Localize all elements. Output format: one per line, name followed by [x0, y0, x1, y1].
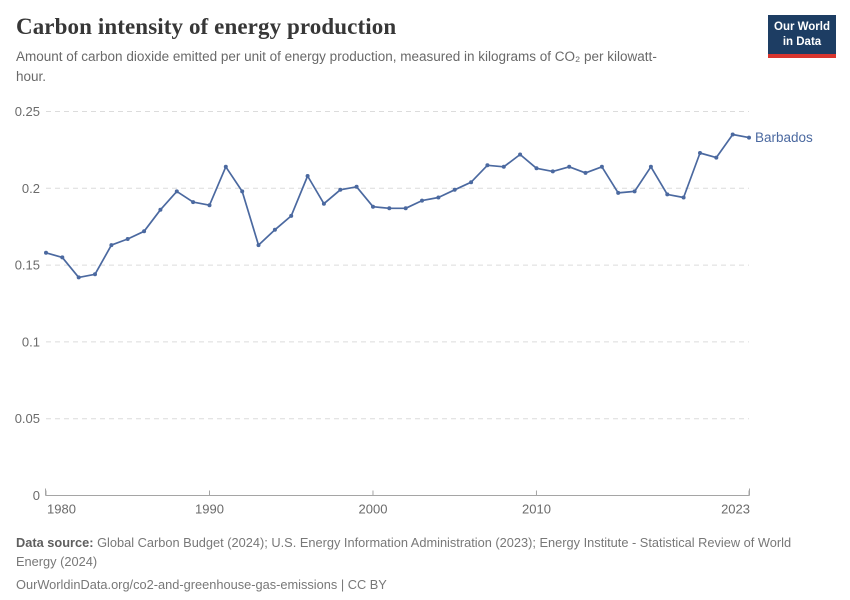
data-point[interactable] [599, 164, 604, 169]
chart-subtitle: Amount of carbon dioxide emitted per uni… [16, 49, 657, 85]
data-point[interactable] [60, 255, 65, 260]
data-point[interactable] [256, 243, 261, 248]
data-point[interactable] [698, 151, 702, 155]
owid-logo-line2: in Data [782, 35, 822, 48]
data-point[interactable] [354, 184, 359, 189]
data-point[interactable] [518, 152, 523, 157]
owid-logo: Our World in Data [768, 15, 836, 58]
y-axis-tick-label: 0 [33, 488, 40, 503]
data-point[interactable] [567, 164, 572, 169]
y-axis-tick-label: 0.15 [15, 258, 40, 273]
x-axis-tick-label: 2000 [359, 502, 388, 517]
data-point[interactable] [93, 272, 97, 277]
data-point[interactable] [207, 203, 212, 208]
data-source-text: Global Carbon Budget (2024); U.S. Energy… [16, 535, 792, 569]
chart-header: Carbon intensity of energy production Am… [16, 14, 756, 88]
owid-logo-line1: Our World [774, 21, 831, 33]
data-point[interactable] [272, 227, 277, 232]
data-point[interactable] [681, 195, 686, 200]
data-point[interactable] [174, 189, 179, 194]
series-end-label: Barbados [755, 130, 813, 145]
data-point[interactable] [632, 189, 637, 194]
x-axis-tick-label: 2023 [721, 502, 750, 517]
x-axis-tick-label: 1990 [195, 502, 224, 517]
data-point[interactable] [616, 190, 621, 195]
y-axis-tick-label: 0.1 [22, 334, 40, 349]
data-point[interactable] [223, 164, 228, 169]
data-point[interactable] [289, 213, 294, 218]
data-point[interactable] [44, 250, 48, 255]
data-point[interactable] [469, 180, 474, 185]
data-point[interactable] [550, 169, 555, 174]
data-point[interactable] [125, 237, 130, 241]
y-axis-tick-label: 0.05 [15, 411, 40, 426]
data-point[interactable] [191, 200, 196, 205]
x-axis-tick-label: 1980 [47, 502, 76, 517]
chart-title: Carbon intensity of energy production [16, 14, 397, 39]
data-point[interactable] [714, 155, 719, 160]
chart-footer: Data source: Global Carbon Budget (2024)… [16, 534, 828, 595]
data-point[interactable] [665, 192, 670, 197]
data-point[interactable] [452, 187, 457, 192]
data-point[interactable] [158, 207, 163, 212]
data-point[interactable] [338, 187, 343, 192]
data-point[interactable] [583, 170, 588, 175]
data-point[interactable] [501, 164, 506, 169]
data-point[interactable] [76, 275, 81, 280]
data-point[interactable] [648, 164, 653, 169]
license-line: OurWorldinData.org/co2-and-greenhouse-ga… [16, 577, 387, 593]
data-point[interactable] [371, 204, 375, 209]
data-point[interactable] [403, 206, 408, 211]
line-series-barbados [45, 133, 750, 279]
data-point[interactable] [321, 201, 326, 206]
data-point[interactable] [420, 198, 424, 203]
data-point[interactable] [730, 132, 735, 137]
y-axis-tick-label: 0.2 [22, 181, 40, 196]
data-source-label: Data source: [16, 535, 94, 550]
data-point[interactable] [747, 135, 751, 140]
x-axis-tick-label: 2010 [522, 502, 551, 517]
data-point[interactable] [485, 163, 490, 168]
data-point[interactable] [305, 174, 310, 178]
data-point[interactable] [109, 243, 114, 248]
data-point[interactable] [142, 229, 147, 234]
data-point[interactable] [436, 195, 441, 200]
data-source-line: Data source: Global Carbon Budget (2024)… [16, 534, 828, 571]
data-point[interactable] [387, 206, 392, 211]
y-axis-tick-label: 0.25 [15, 104, 40, 119]
data-point[interactable] [534, 166, 539, 171]
data-point[interactable] [240, 189, 245, 194]
